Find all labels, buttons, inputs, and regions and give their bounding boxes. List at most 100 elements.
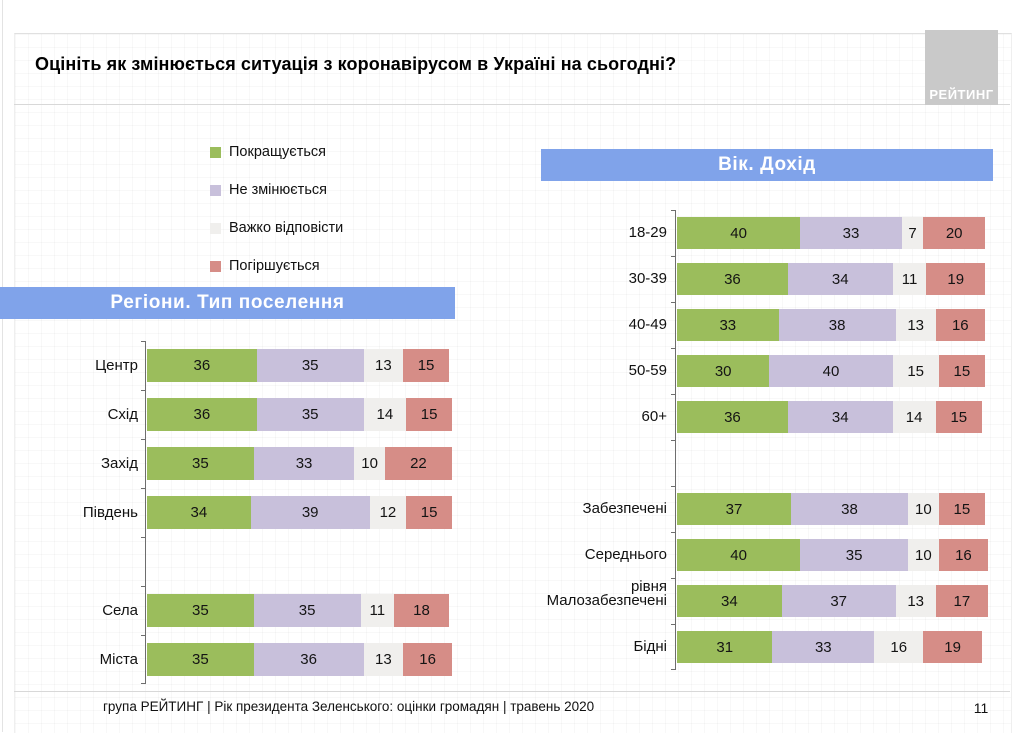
bar-segment: 15 (938, 493, 985, 525)
segment-value: 20 (945, 224, 963, 242)
segment-value: 34 (831, 270, 849, 288)
segment-value: 15 (417, 357, 435, 374)
bar-segment: 13 (895, 309, 936, 341)
bar-segment: 11 (892, 263, 927, 295)
axis-tick (671, 394, 675, 395)
segment-value: 14 (905, 408, 923, 426)
stacked-bar: 37 38 10 15 (677, 493, 985, 525)
chart-axis (675, 210, 676, 670)
segment-value: 15 (420, 504, 438, 521)
segment-value: 22 (410, 455, 427, 472)
segment-value: 7 (908, 224, 917, 242)
bar-segment: 37 (677, 493, 791, 525)
section-banner-regions-label: Регіони. Тип поселення (110, 292, 345, 313)
axis-tick (141, 586, 145, 587)
bar-segment: 37 (781, 585, 896, 617)
category-label: Малозабезпечені (546, 592, 667, 609)
title-divider (14, 104, 1010, 105)
legend: Покращується Не змінюється Важко відповіст… (210, 144, 343, 296)
legend-swatch-icon (210, 146, 221, 158)
segment-value: 10 (915, 500, 932, 518)
bar-segment: 13 (363, 643, 404, 676)
bar-row: Малозабезпечені 34 37 13 17 (545, 585, 1000, 617)
segment-value: 37 (830, 592, 848, 610)
bar-segment: 34 (787, 401, 893, 433)
segment-value: 12 (379, 504, 397, 521)
segment-value: 35 (192, 455, 209, 472)
bar-row: Села 35 35 11 18 (0, 594, 460, 627)
bar-segment: 33 (772, 631, 875, 663)
legend-item: Не змінюється (210, 182, 343, 198)
bar-segment: 15 (935, 401, 982, 433)
segment-value: 36 (300, 651, 317, 668)
segment-value: 19 (947, 270, 965, 288)
section-banner-age-income-label: Вік. Дохід (718, 154, 816, 175)
bar-row: Схід 36 35 14 15 (0, 398, 460, 431)
axis-tick (671, 440, 675, 441)
axis-tick (141, 390, 145, 391)
axis-tick (141, 488, 145, 489)
stacked-bar: 31 33 16 19 (677, 631, 985, 663)
legend-item: Погіршується (210, 258, 343, 274)
bar-segment: 19 (926, 263, 985, 295)
bar-segment: 40 (769, 355, 893, 387)
bar-segment: 14 (892, 401, 936, 433)
category-label: Забезпечені (582, 500, 667, 517)
segment-value: 35 (192, 602, 209, 619)
segment-value: 33 (814, 638, 832, 656)
segment-value: 15 (953, 500, 971, 518)
segment-value: 11 (901, 270, 918, 288)
legend-item: Покращується (210, 144, 343, 160)
stacked-bar: 34 39 12 15 (147, 496, 452, 529)
bar-segment: 10 (354, 447, 385, 480)
segment-value: 10 (361, 455, 378, 472)
axis-tick (141, 683, 145, 684)
segment-value: 40 (730, 546, 747, 564)
bar-segment: 40 (677, 539, 801, 571)
chart-axis (145, 341, 146, 684)
legend-item: Важко відповісти (210, 220, 343, 236)
category-label: 30-39 (628, 270, 667, 287)
segment-value: 33 (842, 224, 860, 242)
bar-segment: 10 (907, 493, 939, 525)
bar-segment: 34 (147, 496, 251, 529)
segment-value: 17 (953, 592, 971, 610)
legend-label: Не змінюється (229, 182, 327, 198)
category-label: 60+ (641, 408, 667, 425)
rating-logo: РЕЙТИНГ (925, 30, 998, 105)
category-label: Села (102, 602, 138, 619)
segment-value: 13 (375, 651, 392, 668)
category-label: Бідні (633, 638, 667, 655)
segment-value: 35 (301, 406, 319, 423)
section-banner-age-income: Вік. Дохід (541, 149, 993, 181)
bar-segment: 33 (677, 309, 779, 341)
category-label: 18-29 (628, 224, 667, 241)
stacked-bar: 35 35 11 18 (147, 594, 452, 627)
legend-swatch-icon (210, 184, 221, 196)
axis-tick (671, 532, 675, 533)
axis-tick (671, 669, 675, 670)
axis-tick (141, 537, 145, 538)
bar-segment: 39 (250, 496, 370, 529)
bar-segment: 33 (253, 447, 355, 480)
segment-value: 36 (724, 408, 741, 426)
category-label: Схід (107, 406, 138, 423)
stacked-bar: 36 34 11 19 (677, 263, 985, 295)
segment-value: 30 (714, 362, 732, 380)
segment-value: 40 (822, 362, 840, 380)
stacked-bar: 40 35 10 16 (677, 539, 989, 571)
bar-row: 18-29 40 33 7 20 (545, 217, 1000, 249)
section-banner-regions: Регіони. Тип поселення (0, 287, 455, 319)
axis-tick (141, 341, 145, 342)
category-label: Центр (95, 357, 138, 374)
bar-segment: 40 (677, 217, 801, 249)
segment-value: 37 (725, 500, 743, 518)
legend-label: Погіршується (229, 258, 320, 274)
axis-tick (141, 439, 145, 440)
segment-value: 36 (724, 270, 741, 288)
stacked-bar: 40 33 7 20 (677, 217, 985, 249)
segment-value: 10 (915, 546, 932, 564)
bar-row: 30-39 36 34 11 19 (545, 263, 1000, 295)
segment-value: 35 (192, 651, 209, 668)
page-title: Оцініть як змінюється ситуація з коронав… (35, 54, 677, 74)
